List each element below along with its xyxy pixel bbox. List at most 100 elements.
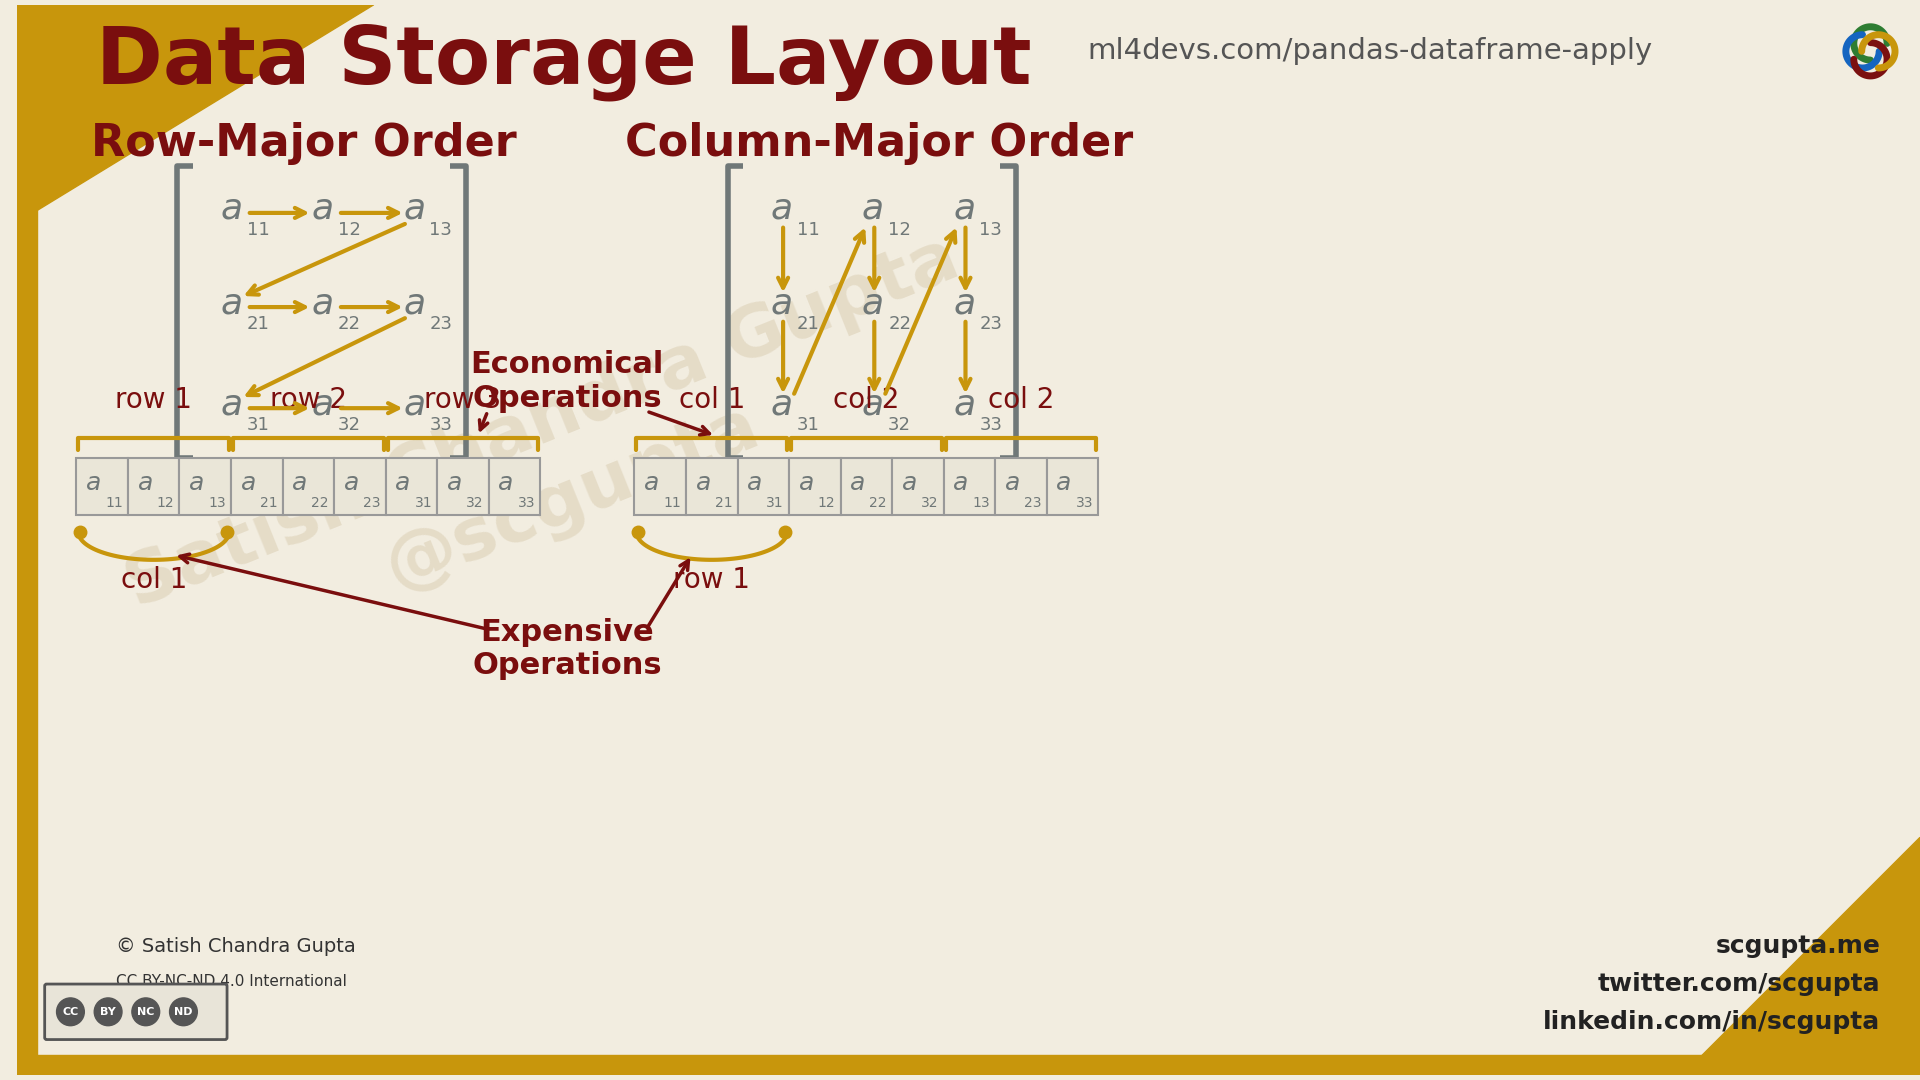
Text: $a$: $a$: [952, 192, 973, 226]
FancyBboxPatch shape: [44, 984, 227, 1040]
Text: 21: 21: [248, 315, 269, 333]
Text: 13: 13: [973, 496, 991, 510]
Text: $a$: $a$: [952, 388, 973, 421]
Text: $a$: $a$: [1056, 471, 1071, 495]
Text: 31: 31: [766, 496, 783, 510]
Text: 31: 31: [415, 496, 432, 510]
Text: $a$: $a$: [695, 471, 710, 495]
Text: col 2: col 2: [833, 387, 900, 415]
Text: $a$: $a$: [221, 388, 242, 421]
Text: 11: 11: [248, 220, 269, 239]
Text: 31: 31: [248, 416, 269, 434]
Text: col 1: col 1: [121, 566, 186, 594]
Text: Expensive
Operations: Expensive Operations: [472, 618, 662, 680]
Bar: [789, 458, 841, 515]
Text: 23: 23: [363, 496, 380, 510]
Text: $a$: $a$: [403, 388, 424, 421]
Bar: [1046, 458, 1098, 515]
Text: col 2: col 2: [987, 387, 1054, 415]
Text: CC: CC: [61, 1007, 79, 1016]
Text: scgupta.me: scgupta.me: [1715, 934, 1880, 958]
Text: row 1: row 1: [674, 566, 751, 594]
Text: $a$: $a$: [240, 471, 255, 495]
Text: 31: 31: [797, 416, 820, 434]
Text: $a$: $a$: [221, 192, 242, 226]
Bar: [77, 458, 129, 515]
Text: CC BY-NC-ND 4.0 International: CC BY-NC-ND 4.0 International: [115, 973, 348, 988]
Text: row 2: row 2: [271, 387, 348, 415]
Polygon shape: [1682, 837, 1920, 1076]
Bar: [893, 458, 945, 515]
Text: 21: 21: [714, 496, 732, 510]
Text: 11: 11: [106, 496, 123, 510]
Text: col 1: col 1: [678, 387, 745, 415]
Text: $a$: $a$: [797, 471, 814, 495]
Text: $a$: $a$: [311, 192, 332, 226]
Text: $a$: $a$: [862, 286, 883, 320]
Polygon shape: [17, 4, 374, 222]
Text: 22: 22: [338, 315, 361, 333]
Text: 21: 21: [797, 315, 820, 333]
Text: $a$: $a$: [862, 388, 883, 421]
Text: ND: ND: [175, 1007, 192, 1016]
Text: Row-Major Order: Row-Major Order: [92, 122, 516, 165]
Text: 32: 32: [467, 496, 484, 510]
Bar: [841, 458, 893, 515]
Text: 33: 33: [1075, 496, 1092, 510]
Text: 22: 22: [889, 315, 912, 333]
Text: Satish Chandra Gupta
@scgupta: Satish Chandra Gupta @scgupta: [115, 225, 998, 697]
Text: $a$: $a$: [403, 192, 424, 226]
Text: twitter.com/scgupta: twitter.com/scgupta: [1597, 972, 1880, 996]
Text: $a$: $a$: [952, 286, 973, 320]
Text: NC: NC: [136, 1007, 154, 1016]
Text: $a$: $a$: [770, 286, 793, 320]
Bar: [737, 458, 789, 515]
Text: 22: 22: [311, 496, 328, 510]
Text: $a$: $a$: [394, 471, 411, 495]
Circle shape: [94, 998, 123, 1026]
Text: $a$: $a$: [292, 471, 307, 495]
Text: Economical
Operations: Economical Operations: [470, 350, 664, 413]
Text: 33: 33: [430, 416, 453, 434]
Bar: [230, 458, 282, 515]
Bar: [334, 458, 386, 515]
Text: $a$: $a$: [136, 471, 152, 495]
Text: 21: 21: [259, 496, 278, 510]
Text: Data Storage Layout: Data Storage Layout: [96, 24, 1031, 102]
Text: $a$: $a$: [311, 286, 332, 320]
Bar: [634, 458, 685, 515]
Text: ml4devs.com/pandas-dataframe-apply: ml4devs.com/pandas-dataframe-apply: [1087, 38, 1653, 66]
Bar: [179, 458, 230, 515]
Text: $a$: $a$: [770, 388, 793, 421]
Text: 12: 12: [157, 496, 175, 510]
Text: $a$: $a$: [344, 471, 359, 495]
Text: $a$: $a$: [497, 471, 513, 495]
Text: 11: 11: [662, 496, 682, 510]
Text: 13: 13: [979, 220, 1002, 239]
Bar: [17, 4, 36, 1076]
Text: 13: 13: [430, 220, 451, 239]
Bar: [995, 458, 1046, 515]
Bar: [282, 458, 334, 515]
Text: BY: BY: [100, 1007, 115, 1016]
Text: 32: 32: [922, 496, 939, 510]
Text: 23: 23: [1023, 496, 1041, 510]
Text: $a$: $a$: [770, 192, 793, 226]
Bar: [129, 458, 179, 515]
Text: 32: 32: [889, 416, 912, 434]
Text: $a$: $a$: [862, 192, 883, 226]
Circle shape: [56, 998, 84, 1026]
Text: 23: 23: [430, 315, 453, 333]
Text: $a$: $a$: [643, 471, 659, 495]
Bar: [386, 458, 438, 515]
Text: 12: 12: [818, 496, 835, 510]
Text: $a$: $a$: [445, 471, 461, 495]
Text: © Satish Chandra Gupta: © Satish Chandra Gupta: [115, 936, 355, 956]
Text: $a$: $a$: [1004, 471, 1020, 495]
Bar: [685, 458, 737, 515]
Text: row 1: row 1: [115, 387, 192, 415]
Text: 11: 11: [797, 220, 820, 239]
Bar: [490, 458, 540, 515]
Bar: [438, 458, 490, 515]
Text: 32: 32: [338, 416, 361, 434]
